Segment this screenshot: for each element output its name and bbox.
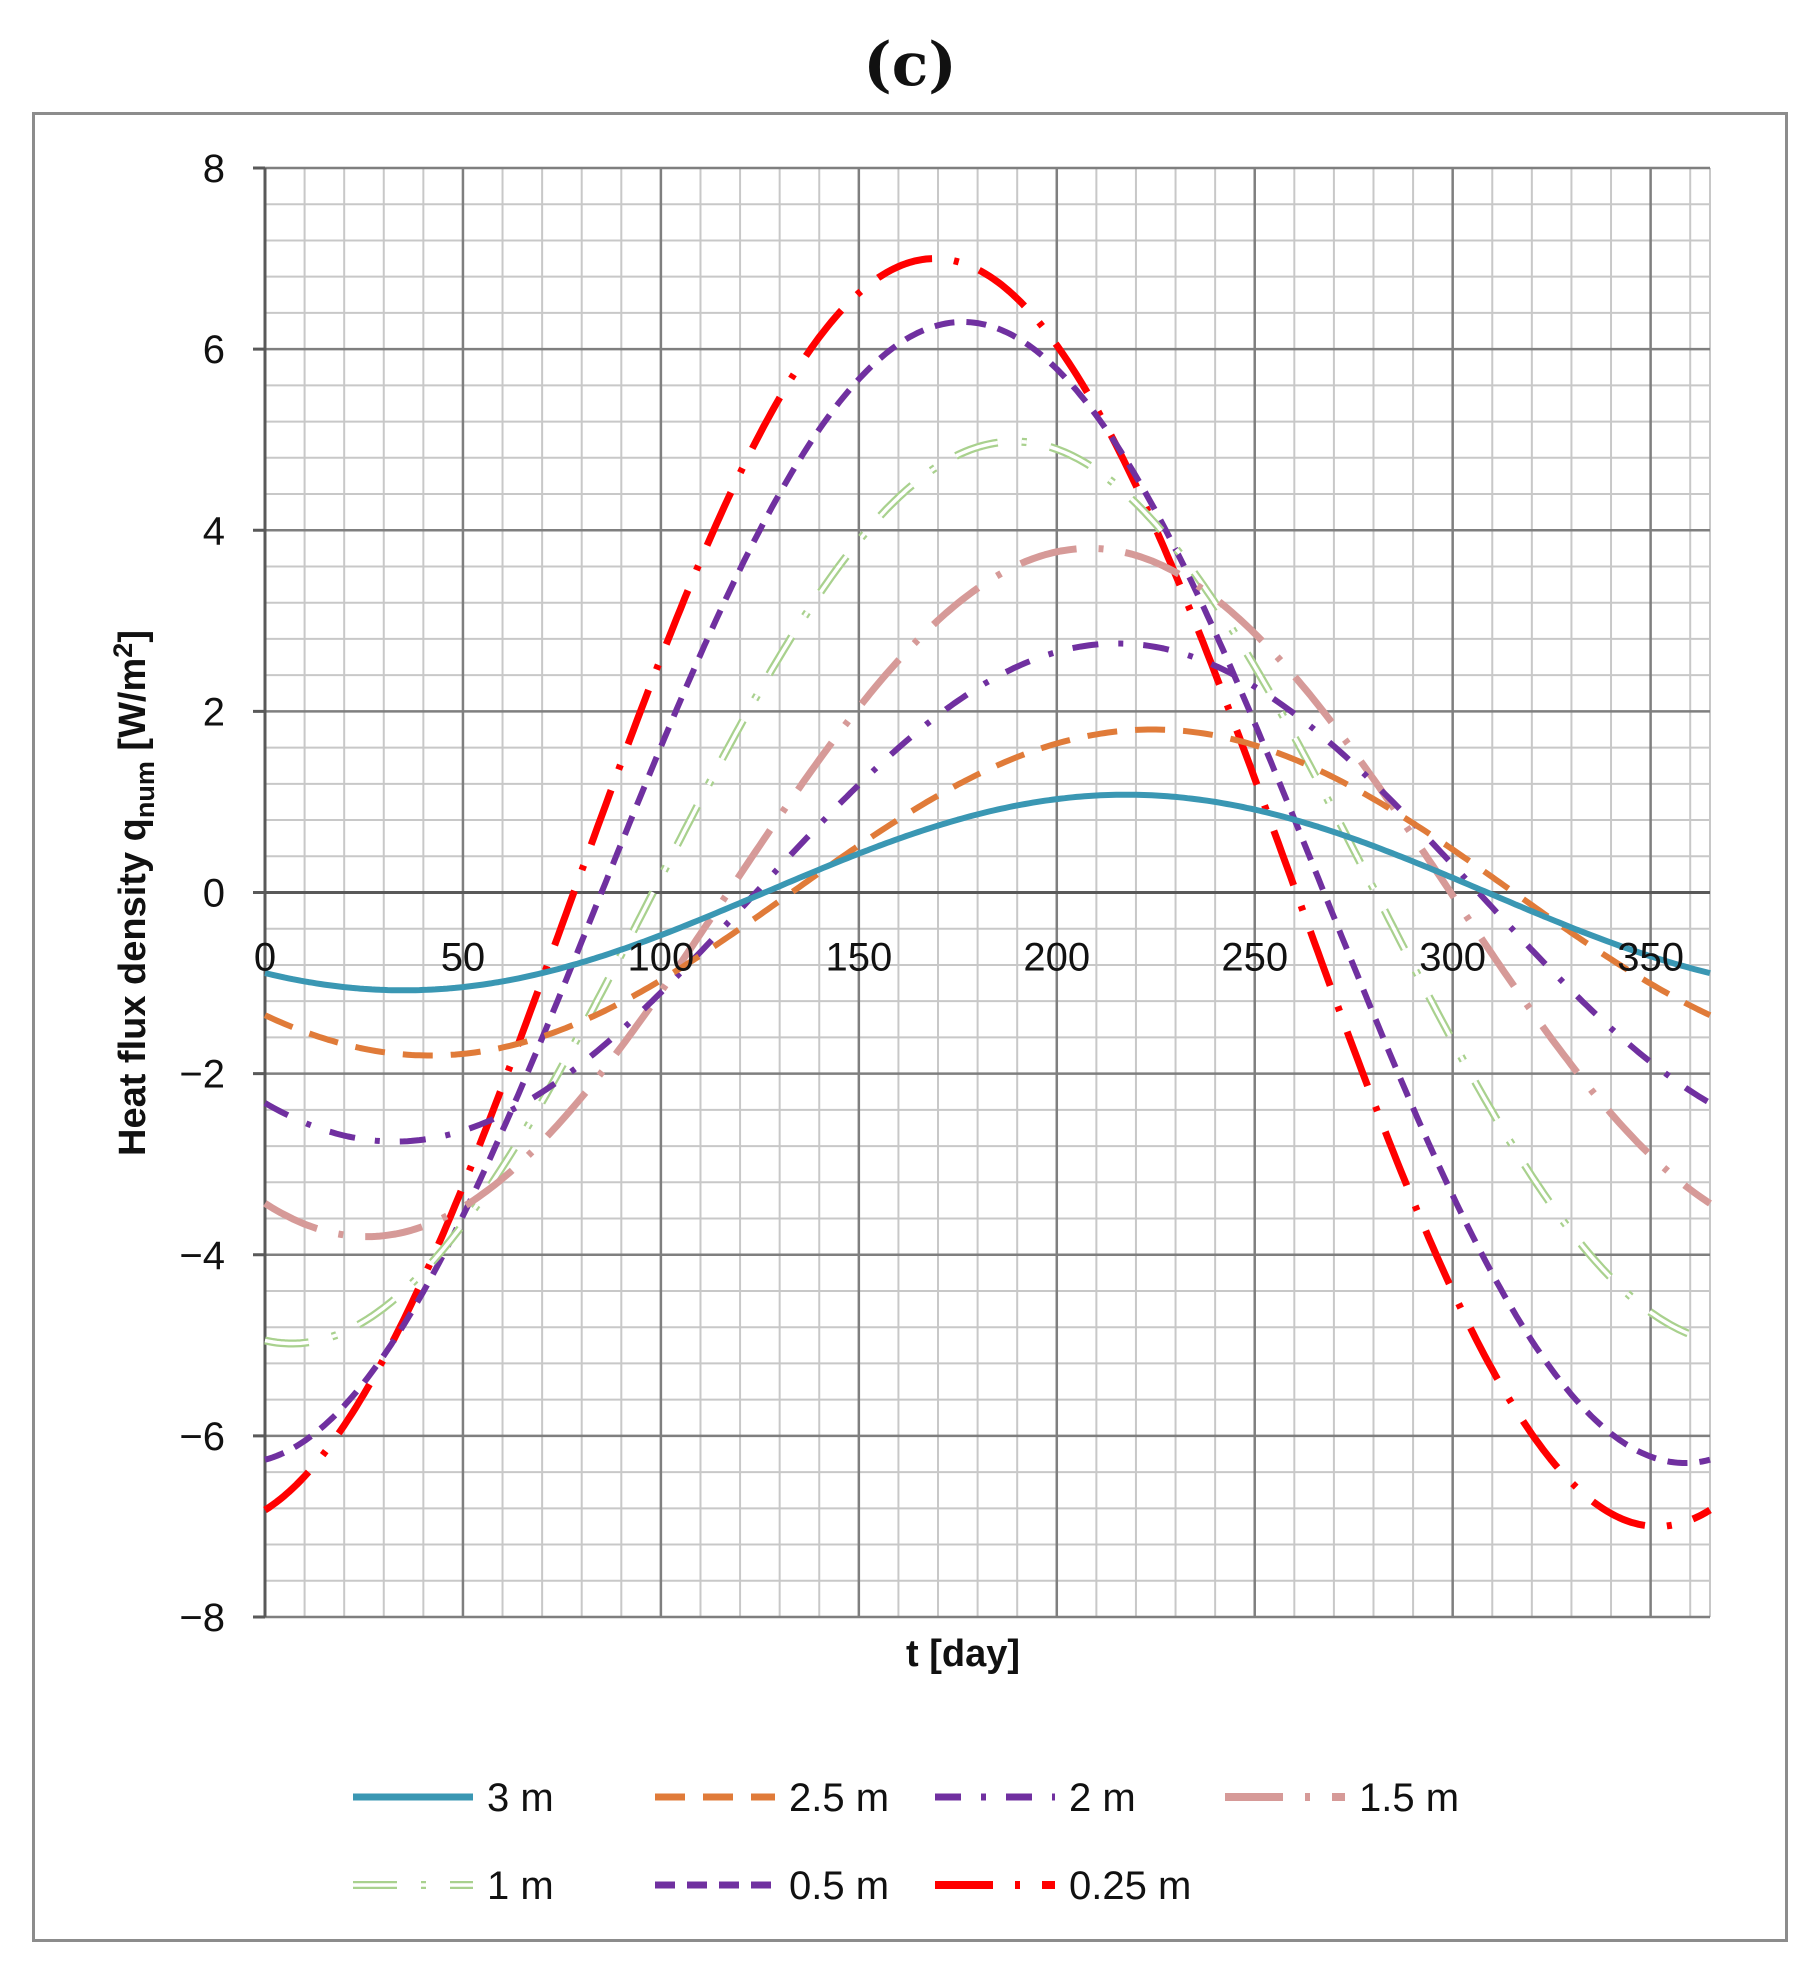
heat-flux-chart: −8 −6 −4 −2 0 2 4 6 8 0 50 100 150 200 250 300 350 t [da… [108, 147, 1712, 1908]
legend-1-5-m-label: 1.5 m [1359, 1776, 1459, 1820]
x-tick-label: 250 [1221, 936, 1288, 980]
x-tick-label: 200 [1023, 936, 1090, 980]
y-axis-title-subscript: num [130, 761, 160, 818]
y-tick-label: −2 [179, 1053, 225, 1097]
chart-frame: −8 −6 −4 −2 0 2 4 6 8 0 50 100 150 200 250 300 350 t [da… [32, 112, 1788, 1942]
y-axis-title: Heat flux density qnum [W/m2] [108, 630, 160, 1156]
panel-label: (c) [863, 30, 957, 100]
series-line-1-5-m [263, 544, 1712, 1241]
y-tick-label: −6 [179, 1415, 225, 1459]
series-line-2-m [263, 640, 1712, 1145]
y-axis-title-superscript: 2 [108, 643, 138, 658]
y-tick-label: 6 [203, 328, 225, 372]
x-tick-label: 50 [441, 936, 486, 980]
series-line-0-5-m [264, 319, 1711, 1466]
x-tick-label: 150 [825, 936, 892, 980]
tick-labels: −8 −6 −4 −2 0 2 4 6 8 0 50 100 150 200 250 300 350 [179, 147, 1684, 1640]
legend-3-m-label: 3 m [487, 1776, 554, 1820]
y-tick-label: −8 [179, 1596, 225, 1640]
series-line-0-25-m [263, 255, 1712, 1530]
x-tick-label: 300 [1419, 936, 1486, 980]
y-tick-label: −4 [179, 1234, 225, 1278]
legend: 3 m 2.5 m 2 m 1.5 m 1 m 0.5 m 0.25 m [353, 1776, 1459, 1908]
legend-1-m-label: 1 m [487, 1864, 554, 1908]
legend-2-m-label: 2 m [1069, 1776, 1136, 1820]
y-axis-title-close: ] [112, 630, 154, 643]
y-tick-label: 8 [203, 147, 225, 191]
series-line-3-m [264, 791, 1711, 994]
x-tick-label: 100 [628, 936, 695, 980]
x-tick-label: 350 [1617, 936, 1684, 980]
series-line-1-m-inner [264, 439, 1711, 1346]
x-tick-label: 0 [254, 936, 276, 980]
y-tick-label: 0 [203, 872, 225, 916]
legend-0-5-m-label: 0.5 m [789, 1864, 889, 1908]
legend-2-5-m-label: 2.5 m [789, 1776, 889, 1820]
y-tick-label: 2 [203, 690, 225, 734]
y-axis-title-unit: [W/m [112, 658, 154, 761]
x-axis-title: t [day] [906, 1633, 1020, 1675]
axes [253, 166, 1710, 1619]
y-axis-title-main: Heat flux density q [112, 818, 154, 1156]
y-tick-label: 4 [203, 509, 225, 553]
series-lines [263, 255, 1712, 1530]
series-line-2-5-m [263, 726, 1712, 1059]
legend-0-25-m-label: 0.25 m [1069, 1864, 1191, 1908]
